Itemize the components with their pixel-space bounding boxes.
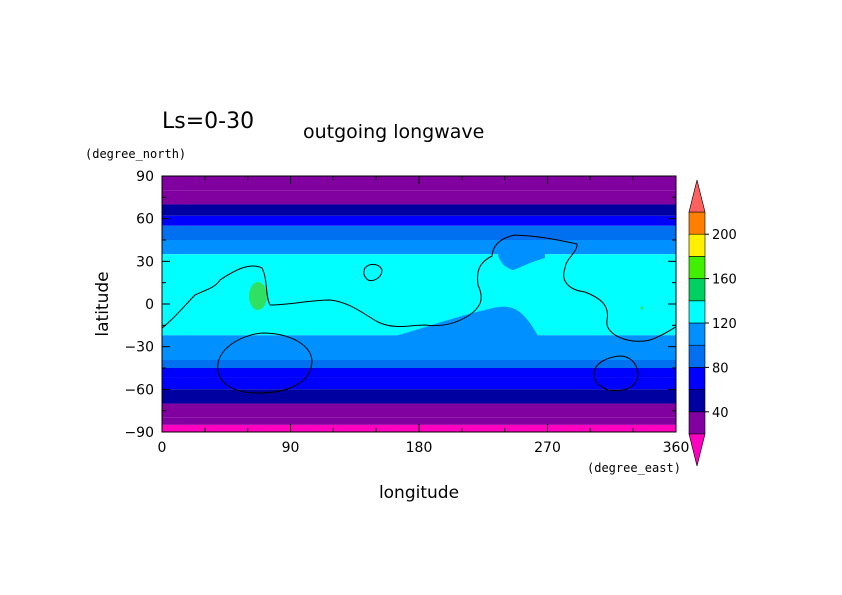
chart-subtitle: Ls=0-30 [162, 109, 254, 134]
colorbar-tick-label: 160 [712, 273, 737, 288]
band-13 [162, 417, 676, 425]
y-tick-label: 30 [136, 254, 154, 270]
band-2 [162, 204, 676, 216]
x-axis-label: longitude [379, 483, 459, 503]
band-5 [162, 240, 676, 255]
x-axis: 0 90 180 270 360 [158, 176, 690, 456]
field-region-high-speck [640, 306, 644, 310]
plot-area [162, 176, 676, 432]
colorbar-segment [688, 233, 706, 257]
y-tick-label: 60 [136, 212, 154, 228]
band-9 [162, 368, 676, 378]
band-3 [162, 215, 676, 226]
y-units: (degree_north) [85, 147, 186, 161]
colorbar-segment [688, 322, 706, 346]
colorbar-segment [688, 389, 706, 413]
topography-contours [162, 234, 676, 394]
colorbar-tick-label: 80 [712, 361, 729, 376]
colorbar-under-triangle [688, 433, 706, 467]
band-11 [162, 389, 676, 404]
colorbar-over-triangle [688, 179, 706, 213]
contour-loop-south-west [217, 332, 313, 394]
y-axis-label: latitude [93, 271, 113, 336]
y-axis: 90 60 30 0 −30 −60 −90 [124, 169, 676, 441]
colorbar-segment [688, 211, 706, 235]
contour-line-main [162, 234, 676, 342]
chart-title: outgoing longwave [303, 121, 484, 143]
y-tick-label: −90 [124, 425, 154, 441]
x-tick-label: 360 [663, 440, 690, 456]
colorbar-tick-label: 200 [712, 228, 737, 243]
x-units: (degree_east) [587, 461, 681, 475]
band-10 [162, 377, 676, 390]
contour-loop-north [363, 263, 383, 281]
x-tick-label: 180 [406, 440, 433, 456]
field-regions [162, 244, 676, 360]
colorbar-tick-label: 40 [712, 406, 729, 421]
colorbar-segment [688, 344, 706, 368]
y-tick-label: −60 [124, 382, 154, 398]
band-6 [162, 254, 676, 336]
latitude-bands [162, 176, 676, 432]
field-region-northern-dip [498, 244, 545, 270]
field-region-high-spot [249, 282, 267, 310]
y-tick-label: 90 [136, 169, 154, 185]
band-4 [162, 225, 676, 240]
x-tick-label: 270 [534, 440, 561, 456]
colorbar-segment [688, 256, 706, 279]
field-region-low-intrusion [162, 306, 676, 360]
band-1 [162, 190, 676, 205]
contour-loop-south-east [593, 355, 639, 392]
colorbar-tick-label: 120 [712, 317, 737, 332]
y-tick-label: −30 [124, 340, 154, 356]
colorbar-segment [688, 367, 706, 390]
colorbar: 40 80 120 160 200 [688, 179, 737, 467]
colorbar-segment [688, 411, 706, 435]
x-tick-label: 90 [282, 440, 300, 456]
y-tick-label: 0 [145, 297, 154, 313]
band-12 [162, 403, 676, 418]
colorbar-segment [688, 300, 706, 324]
colorbar-segment [688, 278, 706, 302]
x-tick-label: 0 [158, 440, 167, 456]
